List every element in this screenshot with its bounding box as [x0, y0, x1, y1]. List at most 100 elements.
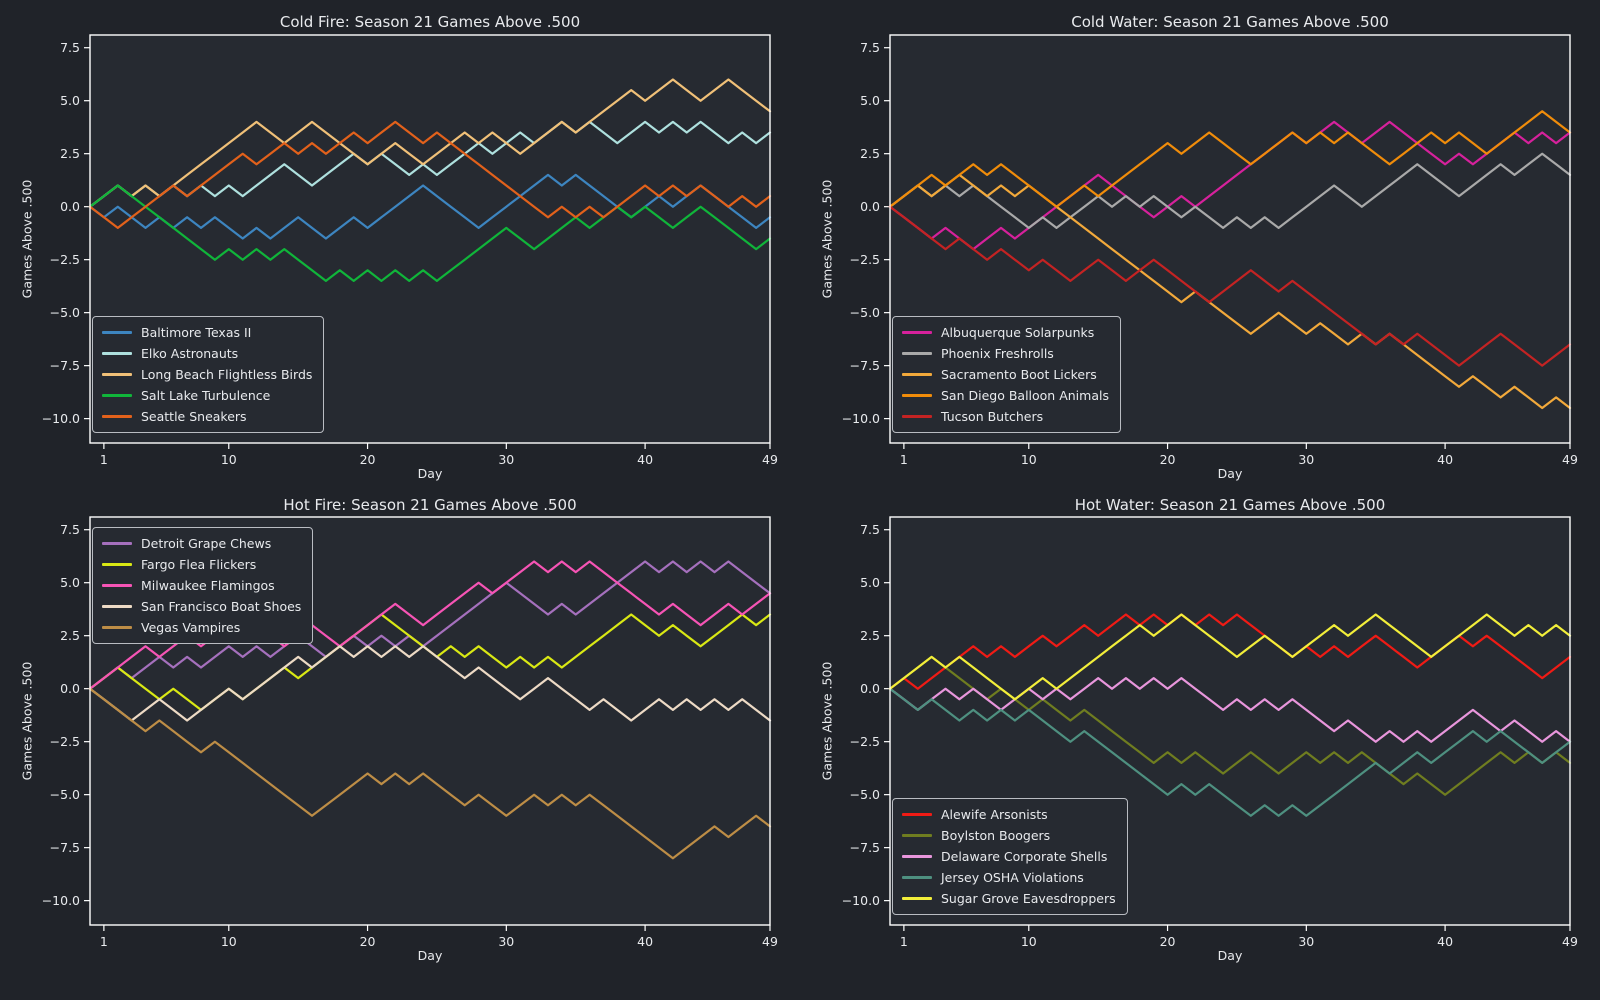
legend-line-icon: [902, 876, 932, 879]
legend-label: Alewife Arsonists: [941, 807, 1048, 822]
legend-label: Boylston Boogers: [941, 828, 1051, 843]
y-tick-label: 5.0: [60, 93, 80, 108]
y-axis-label: Games Above .500: [19, 661, 35, 781]
legend: Albuquerque Solarpunks Phoenix Freshrolls…: [892, 316, 1121, 433]
x-tick-label: 30: [1298, 934, 1314, 949]
series-line-seattle-sneakers: [88, 120, 772, 229]
axes-spines: [89, 34, 771, 444]
legend-item: Tucson Butchers: [902, 406, 1109, 427]
x-axis-label: Day: [417, 466, 443, 481]
legend-label: Milwaukee Flamingos: [141, 578, 275, 593]
y-tick-label: −2.5: [850, 252, 880, 267]
legend-item: Detroit Grape Chews: [102, 533, 301, 554]
y-tick-label: −2.5: [50, 252, 80, 267]
series-line-albuquerque-solarpunks: [888, 120, 1572, 251]
legend-line-icon: [102, 563, 132, 566]
legend-line-icon: [102, 415, 132, 418]
legend-line-icon: [902, 394, 932, 397]
chart-title: Hot Fire: Season 21 Games Above .500: [283, 496, 577, 514]
y-tick-label: 0.0: [860, 681, 880, 696]
series-line-long-beach-flightless-birds: [88, 78, 772, 208]
legend-label: Tucson Butchers: [941, 409, 1044, 424]
y-tick-label: 7.5: [860, 522, 880, 537]
x-tick-label: 40: [1437, 452, 1453, 467]
legend-item: Jersey OSHA Violations: [902, 867, 1116, 888]
legend-label: Baltimore Texas II: [141, 325, 252, 340]
legend-item: Phoenix Freshrolls: [902, 343, 1109, 364]
chart-title: Cold Water: Season 21 Games Above .500: [1071, 13, 1389, 31]
legend-line-icon: [102, 584, 132, 587]
legend-label: Detroit Grape Chews: [141, 536, 272, 551]
y-tick-label: −5.0: [50, 305, 80, 320]
y-tick-label: −7.5: [50, 358, 80, 373]
y-tick-label: 7.5: [860, 40, 880, 55]
x-axis-label: Day: [417, 948, 443, 963]
series-line-sugar-grove-eavesdroppers: [888, 613, 1572, 701]
chart-title: Hot Water: Season 21 Games Above .500: [1074, 496, 1386, 514]
axes-spines: [889, 34, 1571, 444]
subplot-hot-fire: 1 10 20 30 40 49 7.5 5.0 2.5 0.0 −2.5 −5.0 −7.5 −10.0…: [0, 496, 800, 1000]
x-tick-label: 20: [1160, 934, 1176, 949]
series-line-phoenix-freshrolls: [888, 152, 1572, 229]
legend-label: Delaware Corporate Shells: [941, 849, 1108, 864]
y-tick-label: 5.0: [860, 93, 880, 108]
x-tick-label: 49: [762, 452, 778, 467]
y-tick-label: −7.5: [50, 840, 80, 855]
legend-line-icon: [102, 394, 132, 397]
subplot-cold-fire: 1 10 20 30 40 49 7.5 5.0 2.5 0.0 −2.5 −5.0 −7.5 −10.0…: [0, 0, 800, 500]
series-line-san-francisco-boat-shoes: [88, 645, 772, 722]
y-tick-label: 2.5: [860, 628, 880, 643]
axes-spines: [889, 516, 1571, 926]
y-tick-label: 5.0: [860, 575, 880, 590]
series-line-elko-astronauts: [88, 120, 772, 208]
x-tick-label: 40: [637, 934, 653, 949]
legend-label: Fargo Flea Flickers: [141, 557, 257, 572]
x-tick-label: 40: [1437, 934, 1453, 949]
y-tick-label: −10.0: [842, 893, 880, 908]
y-tick-label: −10.0: [42, 411, 80, 426]
legend-item: Milwaukee Flamingos: [102, 575, 301, 596]
legend-item: Sugar Grove Eavesdroppers: [902, 888, 1116, 909]
legend-label: San Diego Balloon Animals: [941, 388, 1109, 403]
y-tick-label: 0.0: [860, 199, 880, 214]
y-tick-label: 0.0: [60, 199, 80, 214]
x-tick-label: 1: [900, 452, 908, 467]
series-line-tucson-butchers: [888, 205, 1572, 367]
y-tick-label: −5.0: [850, 787, 880, 802]
series-line-sacramento-boot-lickers: [888, 173, 1572, 410]
x-axis-label: Day: [1217, 948, 1243, 963]
x-tick-label: 10: [1021, 934, 1037, 949]
legend-item: Delaware Corporate Shells: [902, 846, 1116, 867]
y-tick-label: 2.5: [60, 146, 80, 161]
legend-line-icon: [102, 605, 132, 608]
plot-area-hot-water: 1 10 20 30 40 49 7.5 5.0 2.5 0.0 −2.5 −5.0 −7.5 −10.0: [842, 516, 1578, 949]
x-tick-label: 30: [498, 452, 514, 467]
chart-title: Cold Fire: Season 21 Games Above .500: [279, 13, 581, 31]
legend: Alewife Arsonists Boylston Boogers Delawar…: [892, 798, 1128, 915]
legend-label: Seattle Sneakers: [141, 409, 247, 424]
legend-item: Albuquerque Solarpunks: [902, 322, 1109, 343]
y-tick-label: −7.5: [850, 358, 880, 373]
y-tick-label: 0.0: [60, 681, 80, 696]
series-line-san-diego-balloon-animals: [888, 110, 1572, 208]
subplot-hot-water: 1 10 20 30 40 49 7.5 5.0 2.5 0.0 −2.5 −5.0 −7.5 −10.0…: [800, 496, 1600, 1000]
legend-label: Vegas Vampires: [141, 620, 241, 635]
x-tick-label: 20: [360, 934, 376, 949]
legend-line-icon: [902, 813, 932, 816]
x-tick-label: 49: [1562, 452, 1578, 467]
series-line-delaware-corporate-shells: [888, 677, 1572, 743]
y-tick-label: 2.5: [60, 628, 80, 643]
y-tick-label: 7.5: [60, 40, 80, 55]
y-axis-label: Games Above .500: [819, 661, 835, 781]
subplot-cold-water: 1 10 20 30 40 49 7.5 5.0 2.5 0.0 −2.5 −5.0 −7.5 −10.0…: [800, 0, 1600, 500]
legend-item: Vegas Vampires: [102, 617, 301, 638]
legend-label: Sugar Grove Eavesdroppers: [941, 891, 1116, 906]
x-tick-label: 1: [900, 934, 908, 949]
x-tick-label: 10: [1021, 452, 1037, 467]
legend-item: San Diego Balloon Animals: [902, 385, 1109, 406]
legend-line-icon: [902, 834, 932, 837]
legend-item: Seattle Sneakers: [102, 406, 312, 427]
legend-line-icon: [902, 352, 932, 355]
legend-line-icon: [902, 331, 932, 334]
legend-line-icon: [902, 855, 932, 858]
